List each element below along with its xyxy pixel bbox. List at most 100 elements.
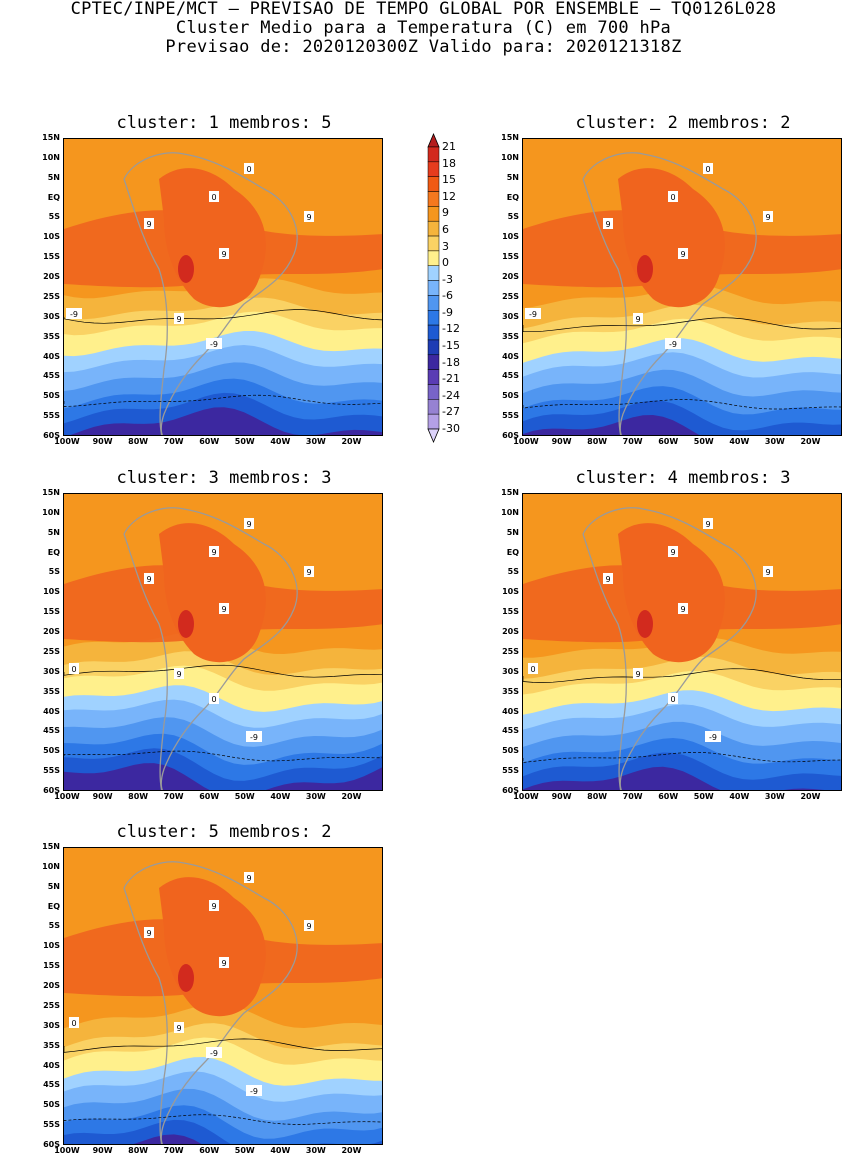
temperature-band [64, 763, 382, 790]
contour-label: 9 [244, 872, 254, 883]
colorbar-swatch [427, 339, 440, 356]
panel-2-lon-label: 60W [658, 437, 679, 446]
panel-5-lat-label: 55S [43, 1120, 60, 1130]
colorbar-swatch [427, 161, 440, 177]
contour-label-bg [209, 191, 219, 202]
colorbar-tick-label: 0 [442, 256, 449, 270]
panel-4-lon-label: 100W [513, 792, 539, 801]
contour-label: 0 [209, 693, 219, 704]
contour-label-text: 9 [176, 315, 181, 324]
colorbar-tick-label: -6 [442, 289, 453, 303]
contour-label: 9 [633, 668, 643, 679]
panel-3-lon-label: 30W [305, 792, 326, 801]
coastline-west [582, 178, 627, 435]
contour-label: 0 [244, 163, 254, 174]
contour-label: 0 [668, 693, 678, 704]
colorbar-swatch [427, 220, 440, 237]
panel-1-field: 9 9 9 9 0 0 -9 -9 [64, 139, 382, 435]
contour-label: 9 [174, 313, 184, 324]
contour-label-text: 9 [146, 220, 151, 229]
panel-4-title: cluster: 4 membros: 3 [575, 468, 791, 488]
contour-label-text: 0 [211, 193, 216, 202]
panel-5-lat-label: 45S [43, 1080, 60, 1090]
colorbar-tick-label: -9 [442, 305, 453, 319]
contour-label-text: 9 [246, 874, 251, 883]
panel-1-lon-label: 30W [305, 437, 326, 446]
contour-label: 9 [219, 603, 229, 614]
contour-label: 9 [144, 218, 154, 229]
panel-5-lat-label: 20S [43, 981, 60, 991]
contour-label-text: -9 [210, 1049, 218, 1058]
header-line-1: CPTEC/INPE/MCT – PREVISAO DE TEMPO GLOBA… [70, 0, 777, 19]
contour-zero [64, 309, 382, 324]
panel-2-field: 9 9 9 9 0 0 -9 -9 [523, 139, 841, 435]
contour-label-bg [668, 546, 678, 557]
panel-2-lat-label: 60S [502, 431, 519, 440]
panel-1-lat-label: 5S [48, 212, 60, 222]
panel-2-lat-label: 5S [507, 212, 519, 222]
contour-label-text: 9 [221, 605, 226, 614]
panel-2-lat-label: 15N [501, 133, 519, 142]
colorbar-swatch [427, 295, 440, 311]
panel-2-lat-label: 10S [502, 232, 519, 242]
contour-label-text: 9 [221, 250, 226, 259]
contour-label-text: -9 [210, 340, 218, 349]
panel-3-lon-label: 50W [234, 792, 255, 801]
panel-2-lat-label: 20S [502, 272, 519, 282]
colorbar-tick-label: 9 [442, 206, 449, 220]
panel-5-lat-label: 10S [43, 941, 60, 951]
contour-label-bg [304, 566, 314, 577]
panel-2-lat-label: 5N [506, 172, 519, 182]
contour-label: 9 [144, 573, 154, 584]
panel-2-lat-label: 15S [502, 252, 519, 262]
panel-3-lat-label: 20S [43, 627, 60, 637]
contour-label-bg [678, 248, 688, 259]
header-line-3: Previsao de: 2020120300Z Valido para: 20… [165, 37, 682, 57]
contour-zero [523, 317, 841, 333]
panel-1-lon-label: 90W [92, 437, 113, 446]
colorbar-svg [427, 132, 440, 444]
panel-3-lat-label: 10N [42, 507, 60, 517]
panel-3-map: 9 9 9 9 9 9 0 0 -9 [63, 493, 383, 791]
contour-label: 0 [69, 663, 79, 674]
panel-3-lon-label: 70W [163, 792, 184, 801]
contour-label: 0 [703, 163, 713, 174]
panel-2-lat-label: 30S [502, 311, 519, 321]
panel-5-lon-label: 90W [92, 1146, 113, 1155]
colorbar-swatch [427, 413, 440, 430]
coastline [123, 152, 298, 435]
contour-label-text: -9 [709, 733, 717, 742]
contour-label-bg [219, 248, 229, 259]
contour-label-bg [244, 163, 254, 174]
contour-label-bg [66, 308, 82, 319]
panel-2-lat-label: 40S [502, 351, 519, 361]
panel-1-lat-label: 15N [42, 133, 60, 142]
panel-2-title: cluster: 2 membros: 2 [575, 113, 791, 133]
contour-label-text: -9 [669, 340, 677, 349]
panel-2-map: 9 9 9 9 0 0 -9 -9 [522, 138, 842, 436]
contour-label-bg [763, 211, 773, 222]
panel-4-lat-label: 5S [507, 567, 519, 577]
contour-label-bg [174, 313, 184, 324]
panel-4-lat-label: 50S [502, 746, 519, 756]
contour-label-bg [763, 566, 773, 577]
colorbar-tick-label: 21 [442, 140, 456, 153]
contour-minus-nine [64, 394, 382, 407]
contour-label: 9 [174, 1022, 184, 1033]
panel-5-lat-label: 40S [43, 1060, 60, 1070]
contour-label-bg [678, 603, 688, 614]
panel-5-lon-label: 70W [163, 1146, 184, 1155]
panel-1-lon-label: 80W [128, 437, 149, 446]
contour-label-text: 9 [670, 548, 675, 557]
contour-label: 9 [304, 211, 314, 222]
colorbar-swatch [427, 265, 440, 281]
panel-3-lat-label: 5N [47, 527, 60, 537]
colorbar-max-arrow [427, 132, 440, 148]
panel-1-lat-label: 25S [43, 291, 60, 301]
panel-4-lon-label: 70W [622, 792, 643, 801]
colorbar-swatch [427, 354, 440, 370]
panel-2-lat-label: 55S [502, 411, 519, 421]
colorbar-swatch [427, 235, 440, 252]
contour-label-text: 0 [71, 665, 76, 674]
colorbar-tick-label: -24 [442, 388, 460, 402]
